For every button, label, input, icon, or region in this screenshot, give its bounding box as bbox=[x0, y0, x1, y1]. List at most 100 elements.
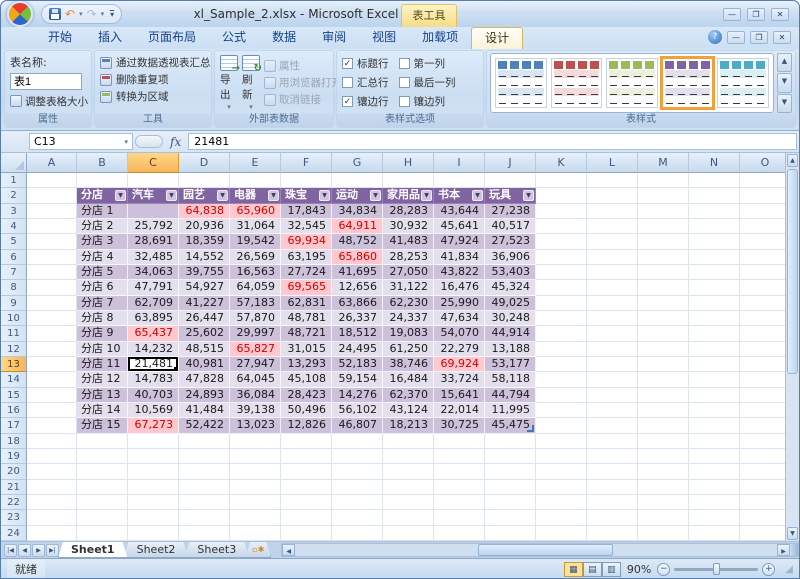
cell-H18[interactable] bbox=[383, 433, 434, 449]
cell-B7[interactable]: 分店 5 bbox=[77, 264, 128, 281]
cell-O17[interactable] bbox=[740, 418, 791, 434]
style-option-0[interactable]: ✓ 标题行 bbox=[342, 58, 389, 70]
resize-table-button[interactable]: 调整表格大小 bbox=[10, 94, 88, 109]
cell-B1[interactable] bbox=[77, 173, 128, 189]
cell-B8[interactable]: 分店 6 bbox=[77, 280, 128, 296]
cell-A12[interactable] bbox=[27, 341, 77, 357]
cell-N21[interactable] bbox=[689, 479, 740, 495]
cell-F4[interactable]: 32,545 bbox=[281, 218, 332, 235]
cell-B3[interactable]: 分店 1 bbox=[77, 203, 128, 219]
cell-F5[interactable]: 69,934 bbox=[281, 234, 332, 250]
cell-C12[interactable]: 14,232 bbox=[128, 341, 179, 357]
cell-I2[interactable]: 书本 ▼ bbox=[434, 188, 485, 204]
row-header-9[interactable]: 9 bbox=[1, 295, 27, 311]
checkbox-unchecked-icon[interactable] bbox=[342, 77, 353, 88]
cell-F22[interactable] bbox=[281, 494, 332, 511]
ribbon-tab-设计[interactable]: 设计 bbox=[471, 27, 524, 49]
formula-input[interactable]: 21481 bbox=[188, 133, 797, 150]
cell-D6[interactable]: 14,552 bbox=[179, 249, 230, 265]
cell-H21[interactable] bbox=[383, 479, 434, 495]
cell-D18[interactable] bbox=[179, 433, 230, 449]
cell-K19[interactable] bbox=[536, 448, 587, 465]
cell-O5[interactable] bbox=[740, 234, 791, 250]
cell-I24[interactable] bbox=[434, 525, 485, 541]
cell-F11[interactable]: 48,721 bbox=[281, 326, 332, 342]
cell-K18[interactable] bbox=[536, 433, 587, 449]
cell-M10[interactable] bbox=[638, 310, 689, 327]
cell-A14[interactable] bbox=[27, 372, 77, 388]
cell-L16[interactable] bbox=[587, 402, 638, 419]
row-header-19[interactable]: 19 bbox=[1, 448, 27, 465]
cell-N18[interactable] bbox=[689, 433, 740, 449]
cell-K9[interactable] bbox=[536, 295, 587, 311]
tab-split-handle[interactable] bbox=[791, 544, 798, 556]
cell-J14[interactable]: 58,118 bbox=[485, 372, 536, 388]
workbook-close-button[interactable]: ✕ bbox=[773, 30, 791, 44]
checkbox-checked-icon[interactable]: ✓ bbox=[342, 96, 353, 107]
table-style-swatch-green[interactable] bbox=[606, 58, 658, 108]
cell-L10[interactable] bbox=[587, 310, 638, 327]
cell-M6[interactable] bbox=[638, 249, 689, 265]
cell-B22[interactable] bbox=[77, 494, 128, 511]
cell-J4[interactable]: 40,517 bbox=[485, 218, 536, 235]
filter-dropdown-icon[interactable]: ▼ bbox=[523, 190, 534, 202]
cell-H9[interactable]: 62,230 bbox=[383, 295, 434, 311]
cell-D11[interactable]: 25,602 bbox=[179, 326, 230, 342]
cell-O24[interactable] bbox=[740, 525, 791, 541]
workbook-restore-button[interactable]: ❐ bbox=[750, 30, 768, 44]
cell-G21[interactable] bbox=[332, 479, 383, 495]
cell-I12[interactable]: 22,279 bbox=[434, 341, 485, 357]
cell-C21[interactable] bbox=[128, 479, 179, 495]
cell-C7[interactable]: 34,063 bbox=[128, 264, 179, 281]
cell-O8[interactable] bbox=[740, 280, 791, 296]
cell-M16[interactable] bbox=[638, 402, 689, 419]
cell-D24[interactable] bbox=[179, 525, 230, 541]
cell-N9[interactable] bbox=[689, 295, 740, 311]
row-header-23[interactable]: 23 bbox=[1, 510, 27, 526]
cell-A22[interactable] bbox=[27, 494, 77, 511]
cell-B19[interactable] bbox=[77, 448, 128, 465]
ribbon-tab-页面布局[interactable]: 页面布局 bbox=[148, 30, 197, 44]
cell-B13[interactable]: 分店 11 bbox=[77, 356, 128, 373]
style-option-4[interactable]: 最后一列 bbox=[398, 73, 456, 92]
help-icon[interactable]: ? bbox=[708, 30, 722, 44]
sheet-tab-Sheet3[interactable]: Sheet3 bbox=[184, 542, 249, 558]
cell-M19[interactable] bbox=[638, 448, 689, 465]
cell-M2[interactable] bbox=[638, 188, 689, 204]
cell-D16[interactable]: 41,484 bbox=[179, 402, 230, 419]
filter-dropdown-icon[interactable]: ▼ bbox=[472, 190, 483, 202]
cell-I5[interactable]: 47,924 bbox=[434, 234, 485, 250]
cell-H4[interactable]: 30,932 bbox=[383, 218, 434, 235]
cell-A23[interactable] bbox=[27, 510, 77, 526]
cell-L14[interactable] bbox=[587, 372, 638, 388]
cell-E20[interactable] bbox=[230, 464, 281, 480]
cell-E21[interactable] bbox=[230, 479, 281, 495]
cell-B4[interactable]: 分店 2 bbox=[77, 218, 128, 235]
cell-I18[interactable] bbox=[434, 433, 485, 449]
cell-H20[interactable] bbox=[383, 464, 434, 480]
horizontal-scroll-thumb[interactable] bbox=[478, 544, 614, 556]
cell-O18[interactable] bbox=[740, 433, 791, 449]
tool-item-0[interactable]: 通过数据透视表汇总 bbox=[100, 54, 211, 71]
cell-I15[interactable]: 15,641 bbox=[434, 387, 485, 403]
style-option-3[interactable]: 第一列 bbox=[398, 54, 456, 73]
checkbox-unchecked-icon[interactable] bbox=[398, 58, 410, 69]
cell-G22[interactable] bbox=[332, 494, 383, 511]
cell-N16[interactable] bbox=[689, 402, 740, 419]
column-header-E[interactable]: E bbox=[230, 153, 281, 173]
cell-N17[interactable] bbox=[689, 418, 740, 434]
cell-F21[interactable] bbox=[281, 479, 332, 495]
cell-I10[interactable]: 47,634 bbox=[434, 310, 485, 327]
cell-M24[interactable] bbox=[638, 525, 689, 541]
cell-J18[interactable] bbox=[485, 433, 536, 449]
tool-item-1[interactable]: 删除重复项 bbox=[100, 71, 206, 88]
cell-B9[interactable]: 分店 7 bbox=[77, 295, 128, 311]
redo-caret-icon[interactable]: ▾ bbox=[100, 10, 105, 18]
scroll-left-icon[interactable]: ◀ bbox=[282, 544, 296, 556]
cell-H11[interactable]: 19,083 bbox=[383, 326, 434, 342]
cell-A19[interactable] bbox=[27, 448, 77, 465]
cell-K3[interactable] bbox=[536, 203, 587, 219]
cell-E14[interactable]: 64,045 bbox=[230, 372, 281, 388]
cell-F14[interactable]: 45,108 bbox=[281, 372, 332, 388]
cell-M18[interactable] bbox=[638, 433, 689, 449]
